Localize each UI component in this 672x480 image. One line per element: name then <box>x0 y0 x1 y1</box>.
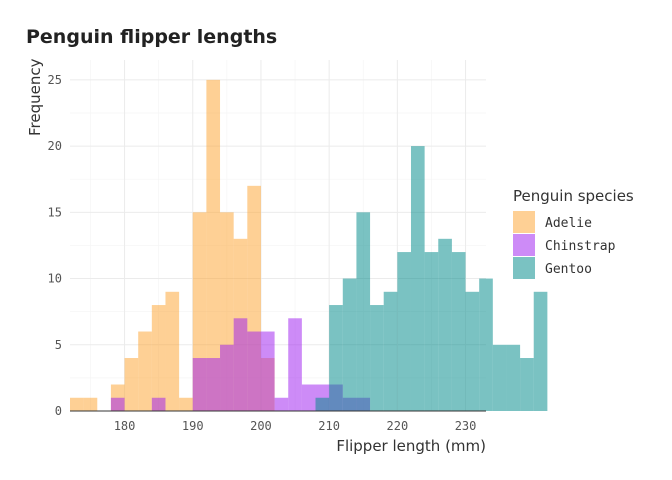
bar-adelie <box>138 331 152 411</box>
chart-title: Penguin flipper lengths <box>26 26 277 48</box>
bar-adelie <box>206 79 221 412</box>
bar-adelie <box>165 291 180 411</box>
legend-swatch-gentoo <box>513 257 535 279</box>
legend-swatch-chinstrap <box>513 234 535 256</box>
bar-gentoo <box>424 252 439 411</box>
x-tick-label: 190 <box>182 419 204 433</box>
bar-chinstrap <box>260 331 275 411</box>
bar-chinstrap <box>192 358 207 411</box>
legend: Penguin species Adelie Chinstrap Gentoo <box>513 187 634 279</box>
bar-chinstrap <box>301 384 316 411</box>
x-axis-ticks: 180 190 200 210 220 230 <box>114 419 477 433</box>
bar-gentoo <box>438 238 452 411</box>
y-tick-label: 0 <box>55 404 62 418</box>
y-axis-ticks: 0 5 10 15 20 25 <box>48 73 62 418</box>
bar-chinstrap <box>220 344 234 411</box>
bar-gentoo <box>410 146 425 411</box>
x-tick-label: 210 <box>318 419 340 433</box>
bar-gentoo <box>533 291 548 411</box>
bar-adelie <box>124 358 139 411</box>
bar-gentoo <box>370 305 384 411</box>
bar-chinstrap <box>110 397 125 411</box>
legend-label-gentoo: Gentoo <box>545 262 592 277</box>
y-tick-label: 15 <box>48 205 62 219</box>
bar-chinstrap <box>247 331 261 411</box>
x-tick-label: 180 <box>114 419 136 433</box>
bar-gentoo <box>342 278 357 411</box>
y-axis-label: Frequency <box>26 58 44 136</box>
bar-gentoo <box>383 291 398 411</box>
bar-gentoo <box>465 291 480 411</box>
bar-chinstrap <box>274 397 289 411</box>
bar-gentoo <box>315 397 330 411</box>
legend-label-chinstrap: Chinstrap <box>545 239 616 254</box>
bar-chinstrap <box>206 358 221 411</box>
bar-gentoo <box>492 344 507 411</box>
x-tick-label: 230 <box>455 419 477 433</box>
bar-gentoo <box>506 344 521 411</box>
bar-adelie <box>151 305 166 411</box>
bar-gentoo <box>479 278 493 411</box>
bar-gentoo <box>520 358 534 411</box>
y-tick-label: 25 <box>48 73 62 87</box>
bar-chinstrap <box>151 397 166 411</box>
legend-title: Penguin species <box>513 187 634 205</box>
bar-gentoo <box>356 212 371 411</box>
bar-adelie <box>70 397 84 411</box>
bar-gentoo <box>451 252 466 411</box>
y-tick-label: 20 <box>48 139 62 153</box>
legend-swatch-adelie <box>513 211 535 233</box>
bar-adelie <box>83 397 98 411</box>
x-tick-label: 220 <box>387 419 409 433</box>
bar-gentoo <box>329 305 343 411</box>
series-gentoo <box>315 146 548 411</box>
bar-gentoo <box>397 252 411 411</box>
bar-chinstrap <box>288 318 302 411</box>
y-tick-label: 5 <box>55 338 62 352</box>
x-axis-label: Flipper length (mm) <box>336 437 486 455</box>
legend-label-adelie: Adelie <box>545 216 592 231</box>
bar-adelie <box>179 397 193 411</box>
bar-chinstrap <box>233 318 248 411</box>
y-tick-label: 10 <box>48 272 62 286</box>
bars <box>70 79 548 412</box>
x-tick-label: 200 <box>250 419 272 433</box>
